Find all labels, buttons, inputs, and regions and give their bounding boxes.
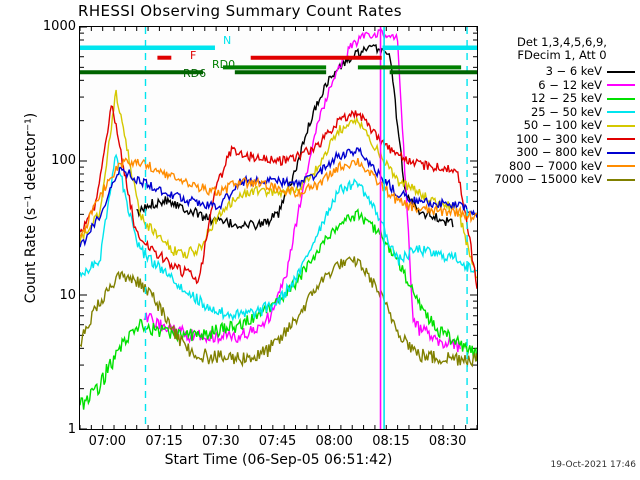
legend-swatch-cell xyxy=(606,160,640,174)
legend-color-swatch xyxy=(607,124,635,127)
legend-color-swatch xyxy=(607,165,635,168)
data-series xyxy=(143,28,461,353)
legend-row: 6 − 12 keV xyxy=(484,77,640,93)
legend-row: 3 − 6 keV xyxy=(484,64,640,79)
legend-color-swatch xyxy=(607,70,635,73)
x-tick-label: 08:00 xyxy=(315,434,353,449)
x-tick-label: 08:15 xyxy=(372,434,410,449)
legend-row: 800 − 7000 keV xyxy=(484,158,640,174)
legend-row: 7000 − 15000 keV xyxy=(484,172,640,187)
event-bars xyxy=(80,45,477,75)
render-timestamp: 19-Oct-2021 17:46 xyxy=(550,460,636,470)
y-axis-title: Count Rate (s⁻¹ detector⁻¹) xyxy=(23,112,39,304)
legend-swatch-cell xyxy=(606,133,640,147)
y-tick-100: 100 xyxy=(51,153,76,168)
legend-swatch-cell xyxy=(606,146,640,160)
legend-swatch-cell xyxy=(606,65,640,79)
legend-row: 300 − 800 keV xyxy=(484,145,640,160)
plot-area: N F RD0 RD6 xyxy=(79,26,478,430)
legend-table: 3 − 6 keV 6 − 12 keV 12 − 25 keV 25 − 50 ke… xyxy=(484,64,640,187)
vertical-markers xyxy=(144,27,468,429)
legend-swatch-cell xyxy=(606,106,640,120)
night-label: N xyxy=(223,34,232,47)
data-series xyxy=(80,146,477,248)
legend-swatch-cell xyxy=(606,92,640,106)
legend-label: 100 − 300 keV xyxy=(516,131,602,146)
legend-color-swatch xyxy=(607,111,635,114)
page-title: RHESSI Observing Summary Count Rates xyxy=(78,2,402,20)
legend-label: 12 − 25 keV xyxy=(530,91,602,105)
legend-swatch-cell xyxy=(606,79,640,93)
legend-row: 100 − 300 keV xyxy=(484,131,640,147)
legend-color-swatch xyxy=(607,138,635,141)
legend-color-swatch xyxy=(607,178,635,181)
legend-swatch-cell xyxy=(606,173,640,187)
x-tick-label: 08:30 xyxy=(428,434,467,449)
legend-label: 7000 − 15000 keV xyxy=(494,172,602,186)
legend: Det 1,3,4,5,6,9, FDecim 1, Att 0 3 − 6 k… xyxy=(484,36,640,187)
x-tick-label: 07:00 xyxy=(88,434,127,449)
legend-header-decim: FDecim 1, Att 0 xyxy=(517,48,607,62)
legend-label: 25 − 50 keV xyxy=(530,104,602,119)
plot-canvas xyxy=(80,27,477,429)
data-series xyxy=(80,256,477,368)
legend-label: 50 − 100 keV xyxy=(523,118,602,132)
legend-row: 50 − 100 keV xyxy=(484,118,640,133)
data-series xyxy=(80,153,477,322)
legend-row: 25 − 50 keV xyxy=(484,104,640,120)
x-tick-label: 07:45 xyxy=(258,434,297,449)
x-tick-label: 07:30 xyxy=(202,434,240,449)
legend-row: 12 − 25 keV xyxy=(484,91,640,106)
data-series xyxy=(80,105,477,289)
legend-label: 3 − 6 keV xyxy=(545,64,602,78)
data-series xyxy=(136,43,454,231)
legend-label: 800 − 7000 keV xyxy=(508,158,602,173)
axis-ticks xyxy=(80,27,477,429)
data-series xyxy=(80,157,477,239)
rd0-label: RD0 xyxy=(212,58,236,71)
rd6-label: RD6 xyxy=(183,67,207,80)
x-axis-title: Start Time (06-Sep-05 06:51:42) xyxy=(164,452,393,468)
legend-label: 300 − 800 keV xyxy=(516,145,602,159)
flare-label: F xyxy=(190,49,197,62)
y-tick-1: 1 xyxy=(67,422,76,437)
y-tick-10: 10 xyxy=(59,288,76,303)
legend-color-swatch xyxy=(607,151,635,154)
legend-header-detectors: Det 1,3,4,5,6,9, xyxy=(517,35,607,49)
legend-color-swatch xyxy=(607,97,635,100)
legend-color-swatch xyxy=(607,84,635,87)
legend-label: 6 − 12 keV xyxy=(538,77,602,92)
x-tick-label: 07:15 xyxy=(145,434,183,449)
legend-swatch-cell xyxy=(606,119,640,133)
y-tick-1000: 1000 xyxy=(42,19,76,34)
